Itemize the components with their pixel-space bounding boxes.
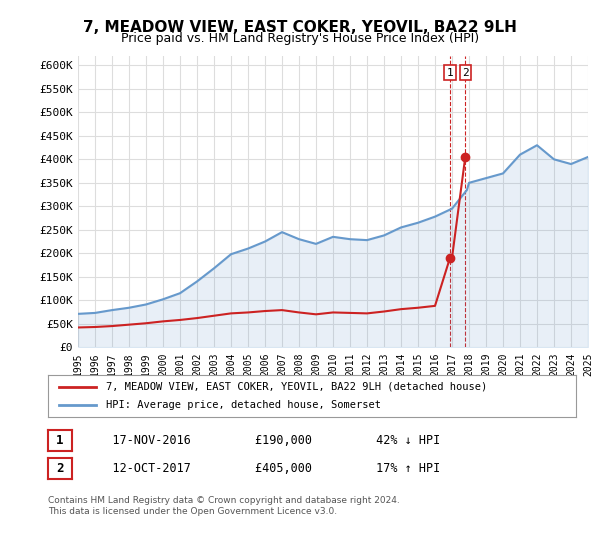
Text: 2: 2 xyxy=(462,68,469,78)
Text: 17-NOV-2016         £190,000         42% ↓ HPI: 17-NOV-2016 £190,000 42% ↓ HPI xyxy=(84,433,440,447)
Text: 1: 1 xyxy=(446,68,454,78)
Text: 7, MEADOW VIEW, EAST COKER, YEOVIL, BA22 9LH (detached house): 7, MEADOW VIEW, EAST COKER, YEOVIL, BA22… xyxy=(106,382,487,392)
Text: Contains HM Land Registry data © Crown copyright and database right 2024.: Contains HM Land Registry data © Crown c… xyxy=(48,496,400,505)
Text: 7, MEADOW VIEW, EAST COKER, YEOVIL, BA22 9LH: 7, MEADOW VIEW, EAST COKER, YEOVIL, BA22… xyxy=(83,20,517,35)
Text: 2: 2 xyxy=(56,461,64,475)
Text: HPI: Average price, detached house, Somerset: HPI: Average price, detached house, Some… xyxy=(106,400,381,410)
Text: This data is licensed under the Open Government Licence v3.0.: This data is licensed under the Open Gov… xyxy=(48,507,337,516)
Text: 1: 1 xyxy=(56,433,64,447)
Text: Price paid vs. HM Land Registry's House Price Index (HPI): Price paid vs. HM Land Registry's House … xyxy=(121,32,479,45)
Text: 12-OCT-2017         £405,000         17% ↑ HPI: 12-OCT-2017 £405,000 17% ↑ HPI xyxy=(84,461,440,475)
